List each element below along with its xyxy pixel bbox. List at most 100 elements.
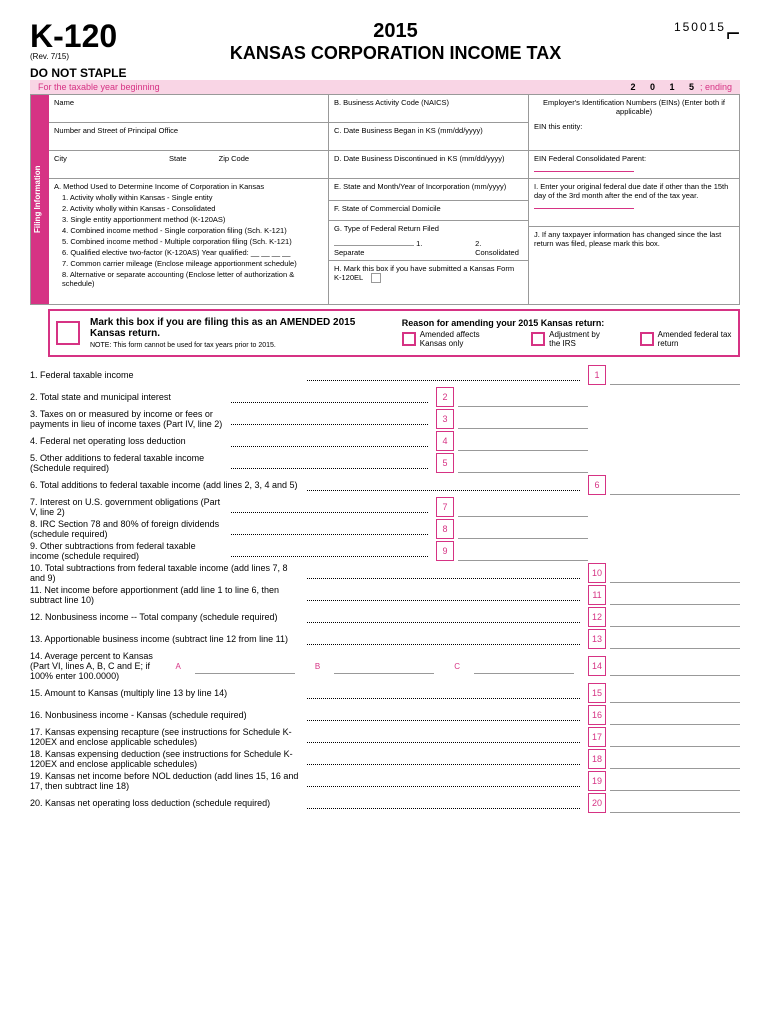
line-value[interactable] xyxy=(458,497,588,517)
year-beginning-label: For the taxable year beginning xyxy=(38,82,160,92)
line-2: 2. Total state and municipal interest 2 xyxy=(30,387,740,407)
method-item[interactable]: 8. Alternative or separate accounting (E… xyxy=(62,270,323,288)
line-number: 3 xyxy=(436,409,454,429)
line-label: 5. Other additions to federal taxable in… xyxy=(30,453,227,473)
reason-checkbox[interactable] xyxy=(402,332,416,346)
line-20: 20. Kansas net operating loss deduction … xyxy=(30,793,740,813)
line-9: 9. Other subtractions from federal taxab… xyxy=(30,541,740,561)
form-number: 150015 xyxy=(674,20,726,34)
line-value[interactable] xyxy=(610,585,740,605)
line-number: 1 xyxy=(588,365,606,385)
line-label: 2. Total state and municipal interest xyxy=(30,392,227,402)
line-6: 6. Total additions to federal taxable in… xyxy=(30,475,740,495)
line-label: 6. Total additions to federal taxable in… xyxy=(30,480,303,490)
year-ending-label: ; ending xyxy=(700,82,732,92)
reason-checkbox[interactable] xyxy=(640,332,654,346)
reason-checkbox[interactable] xyxy=(531,332,545,346)
line-label: 8. IRC Section 78 and 80% of foreign div… xyxy=(30,519,227,539)
method-item[interactable]: 3. Single entity apportionment method (K… xyxy=(62,215,323,224)
line-value[interactable] xyxy=(610,749,740,769)
line14-C[interactable] xyxy=(474,658,574,674)
method-item[interactable]: 1. Activity wholly within Kansas - Singl… xyxy=(62,193,323,202)
method-item[interactable]: 5. Combined income method - Multiple cor… xyxy=(62,237,323,246)
line-value[interactable] xyxy=(610,365,740,385)
field-i[interactable]: I. Enter your original federal due date … xyxy=(529,179,739,227)
ein-section[interactable]: Employer's Identification Numbers (EINs)… xyxy=(529,95,739,151)
line-number: 5 xyxy=(436,453,454,473)
line-value[interactable] xyxy=(610,475,740,495)
line-number: 15 xyxy=(588,683,606,703)
line-label: 7. Interest on U.S. government obligatio… xyxy=(30,497,227,517)
line-number: 4 xyxy=(436,431,454,451)
line-value[interactable] xyxy=(610,656,740,676)
tax-year-banner: For the taxable year beginning 2 0 1 5; … xyxy=(30,80,740,94)
method-item[interactable]: 2. Activity wholly within Kansas - Conso… xyxy=(62,204,323,213)
line-label: 20. Kansas net operating loss deduction … xyxy=(30,798,303,808)
form-year: 2015 xyxy=(117,20,674,43)
line-label: 11. Net income before apportionment (add… xyxy=(30,585,303,605)
ein-parent[interactable]: EIN Federal Consolidated Parent: xyxy=(529,151,739,179)
line-value[interactable] xyxy=(610,607,740,627)
field-j[interactable]: J. If any taxpayer information has chang… xyxy=(529,227,739,275)
filing-info-grid: Filing Information Name Number and Stree… xyxy=(30,94,740,305)
amended-reason: Amended federal tax return xyxy=(640,330,732,348)
line-value[interactable] xyxy=(458,387,588,407)
line-3: 3. Taxes on or measured by income or fee… xyxy=(30,409,740,429)
line-17: 17. Kansas expensing recapture (see inst… xyxy=(30,727,740,747)
field-h[interactable]: H. Mark this box if you have submitted a… xyxy=(329,261,528,287)
line-14: 14. Average percent to Kansas (Part VI, … xyxy=(30,651,740,681)
line-value[interactable] xyxy=(458,541,588,561)
line-value[interactable] xyxy=(458,431,588,451)
method-item[interactable]: 7. Common carrier mileage (Enclose milea… xyxy=(62,259,323,268)
method-item[interactable]: 6. Qualified elective two-factor (K-120A… xyxy=(62,248,323,257)
line-value[interactable] xyxy=(610,683,740,703)
crop-mark: ⌐ xyxy=(726,20,740,48)
amended-note: NOTE: This form cannot be used for tax y… xyxy=(90,342,276,349)
line-value[interactable] xyxy=(458,409,588,429)
line14-A[interactable] xyxy=(195,658,295,674)
line-value[interactable] xyxy=(610,563,740,583)
line-value[interactable] xyxy=(458,519,588,539)
name-field[interactable]: Name xyxy=(49,95,328,123)
field-e[interactable]: E. State and Month/Year of Incorporation… xyxy=(329,179,528,201)
line-number: 7 xyxy=(436,497,454,517)
line-number: 10 xyxy=(588,563,606,583)
no-staple: DO NOT STAPLE xyxy=(30,66,740,80)
line-label: 17. Kansas expensing recapture (see inst… xyxy=(30,727,303,747)
line-8: 8. IRC Section 78 and 80% of foreign div… xyxy=(30,519,740,539)
line14-B[interactable] xyxy=(334,658,434,674)
field-d[interactable]: D. Date Business Discontinued in KS (mm/… xyxy=(329,151,528,179)
field-c[interactable]: C. Date Business Began in KS (mm/dd/yyyy… xyxy=(329,123,528,151)
amended-reason: Adjustment by the IRS xyxy=(531,330,609,348)
line-number: 20 xyxy=(588,793,606,813)
method-a-label: A. Method Used to Determine Income of Co… xyxy=(54,182,323,191)
field-g[interactable]: G. Type of Federal Return Filed 1. Separ… xyxy=(329,221,528,261)
line-number: 11 xyxy=(588,585,606,605)
city-state-zip[interactable]: City State Zip Code xyxy=(49,151,328,179)
line-value[interactable] xyxy=(458,453,588,473)
method-item[interactable]: 4. Combined income method - Single corpo… xyxy=(62,226,323,235)
line-label: 18. Kansas expensing deduction (see inst… xyxy=(30,749,303,769)
line-7: 7. Interest on U.S. government obligatio… xyxy=(30,497,740,517)
line-value[interactable] xyxy=(610,771,740,791)
method-section: A. Method Used to Determine Income of Co… xyxy=(49,179,328,304)
line-19: 19. Kansas net income before NOL deducti… xyxy=(30,771,740,791)
line-label: 15. Amount to Kansas (multiply line 13 b… xyxy=(30,688,303,698)
amended-checkbox[interactable] xyxy=(56,321,80,345)
form-title: KANSAS CORPORATION INCOME TAX xyxy=(117,43,674,64)
line-number: 13 xyxy=(588,629,606,649)
line-value[interactable] xyxy=(610,793,740,813)
field-f[interactable]: F. State of Commercial Domicile xyxy=(329,201,528,221)
line-value[interactable] xyxy=(610,629,740,649)
line-16: 16. Nonbusiness income - Kansas (schedul… xyxy=(30,705,740,725)
line-number: 2 xyxy=(436,387,454,407)
year-box: 2 0 1 5 xyxy=(630,82,700,92)
line-value[interactable] xyxy=(610,727,740,747)
line-label: 1. Federal taxable income xyxy=(30,370,303,380)
line-number: 14 xyxy=(588,656,606,676)
address-field[interactable]: Number and Street of Principal Office xyxy=(49,123,328,151)
amended-box: Mark this box if you are filing this as … xyxy=(48,309,740,357)
line-number: 8 xyxy=(436,519,454,539)
line-value[interactable] xyxy=(610,705,740,725)
field-b[interactable]: B. Business Activity Code (NAICS) xyxy=(329,95,528,123)
